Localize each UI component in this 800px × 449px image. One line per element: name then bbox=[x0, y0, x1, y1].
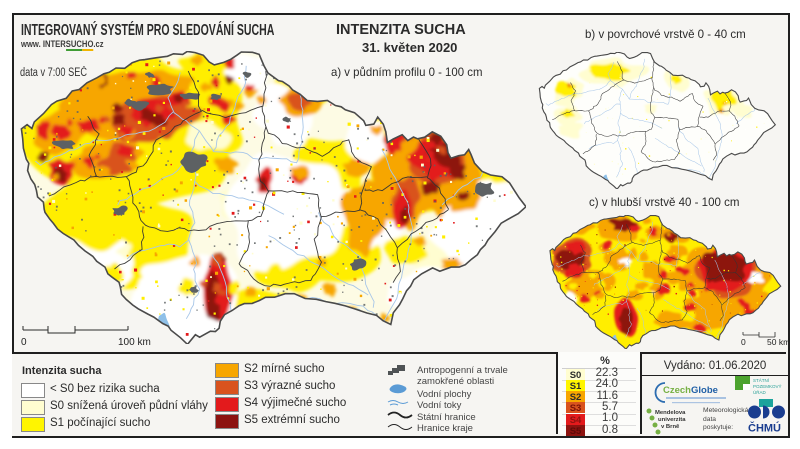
svg-text:0: 0 bbox=[21, 337, 27, 348]
svg-text:CzechGlobe: CzechGlobe bbox=[663, 385, 718, 396]
svg-text:v Brně: v Brně bbox=[661, 424, 680, 430]
svg-text:STÁTNÍ: STÁTNÍ bbox=[753, 377, 770, 383]
svg-text:univerzita: univerzita bbox=[658, 417, 686, 423]
svg-text:100 km: 100 km bbox=[118, 337, 151, 348]
svg-text:ÚŘAD: ÚŘAD bbox=[753, 388, 767, 395]
svg-text:50 km: 50 km bbox=[767, 337, 790, 347]
svg-text:Mendelova: Mendelova bbox=[655, 410, 686, 416]
svg-text:POZEMKOVÝ: POZEMKOVÝ bbox=[753, 383, 782, 389]
svg-text:ČHMÚ: ČHMÚ bbox=[748, 422, 781, 435]
svg-text:0: 0 bbox=[741, 337, 746, 347]
